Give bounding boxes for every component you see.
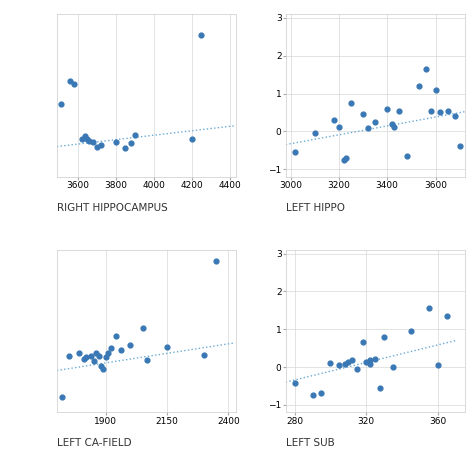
- Point: [93, 143, 100, 150]
- Point: [309, 392, 316, 399]
- Point: [131, 131, 139, 139]
- Text: LEFT HIPPO: LEFT HIPPO: [286, 203, 345, 213]
- Point: [144, 356, 151, 364]
- Point: [82, 353, 90, 361]
- Point: [188, 135, 196, 143]
- Point: [444, 107, 451, 114]
- Point: [427, 107, 435, 114]
- Point: [451, 112, 459, 119]
- Point: [403, 152, 410, 160]
- Point: [164, 344, 171, 351]
- Point: [341, 360, 348, 368]
- Point: [422, 65, 429, 73]
- Point: [57, 100, 64, 108]
- Point: [335, 123, 343, 131]
- Text: LEFT SUB: LEFT SUB: [286, 438, 335, 448]
- Point: [366, 356, 374, 364]
- Point: [212, 257, 220, 264]
- Point: [345, 359, 352, 366]
- Point: [348, 356, 356, 364]
- Point: [388, 120, 396, 128]
- Point: [70, 80, 78, 88]
- Point: [90, 357, 98, 365]
- Point: [395, 107, 403, 114]
- Point: [117, 346, 124, 354]
- Point: [292, 148, 299, 156]
- Point: [95, 352, 102, 360]
- Point: [359, 338, 366, 346]
- Point: [65, 352, 73, 360]
- Text: LEFT CA-FIELD: LEFT CA-FIELD: [57, 438, 131, 448]
- Point: [198, 31, 205, 38]
- Point: [87, 352, 95, 360]
- Point: [434, 361, 441, 369]
- Point: [443, 312, 450, 320]
- Point: [112, 332, 119, 340]
- Point: [80, 355, 88, 363]
- Point: [389, 363, 397, 371]
- Point: [58, 393, 65, 401]
- Point: [200, 351, 208, 358]
- Point: [359, 110, 367, 118]
- Point: [415, 82, 422, 90]
- Point: [102, 353, 109, 361]
- Point: [354, 365, 361, 373]
- Point: [75, 349, 83, 357]
- Text: RIGHT HIPPOCAMPUS: RIGHT HIPPOCAMPUS: [57, 203, 168, 213]
- Point: [82, 132, 89, 140]
- Point: [377, 384, 384, 392]
- Point: [107, 345, 115, 352]
- Point: [330, 116, 338, 124]
- Point: [100, 365, 107, 373]
- Point: [336, 361, 343, 369]
- Point: [407, 328, 415, 335]
- Point: [291, 379, 299, 387]
- Point: [371, 118, 379, 126]
- Point: [327, 359, 334, 367]
- Point: [311, 129, 319, 137]
- Point: [366, 360, 374, 368]
- Point: [340, 156, 347, 164]
- Point: [342, 154, 350, 162]
- Point: [97, 363, 105, 370]
- Point: [112, 138, 119, 146]
- Point: [127, 341, 134, 348]
- Point: [363, 359, 370, 366]
- Point: [364, 124, 372, 131]
- Point: [121, 144, 129, 152]
- Point: [437, 109, 444, 116]
- Point: [139, 324, 146, 331]
- Point: [383, 105, 391, 112]
- Point: [85, 137, 93, 145]
- Point: [371, 356, 379, 363]
- Point: [380, 333, 388, 341]
- Point: [432, 86, 439, 93]
- Point: [97, 141, 104, 149]
- Point: [83, 135, 91, 143]
- Point: [78, 135, 85, 143]
- Point: [66, 77, 74, 85]
- Point: [105, 349, 112, 356]
- Point: [89, 138, 97, 146]
- Point: [391, 123, 398, 131]
- Point: [425, 305, 433, 312]
- Point: [456, 143, 464, 150]
- Point: [92, 349, 100, 356]
- Point: [318, 389, 325, 397]
- Point: [347, 99, 355, 107]
- Point: [127, 139, 135, 147]
